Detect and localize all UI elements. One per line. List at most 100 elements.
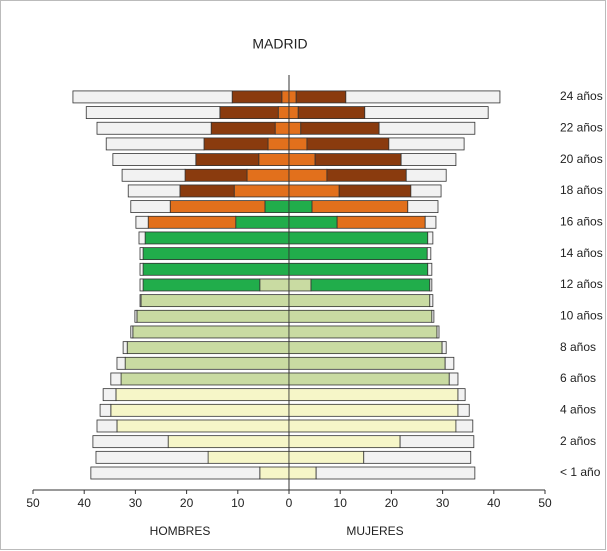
bar-segment (233, 184, 290, 198)
bar-segment (246, 168, 290, 182)
bar-segment (139, 294, 142, 308)
bar-segment (203, 137, 269, 151)
bar-segment (448, 372, 459, 386)
bar-segment (429, 278, 433, 292)
bar-segment (85, 106, 221, 119)
bar-segment (169, 200, 266, 214)
bar-segment (336, 215, 426, 229)
y-tick-label: 2 años (560, 434, 596, 448)
bar-segment (139, 247, 144, 261)
bar-segment (288, 435, 401, 449)
x-tick-label: 10 (231, 496, 245, 510)
bar-segment (135, 215, 149, 229)
bar-segment (134, 309, 138, 323)
bar-segment (310, 278, 431, 292)
bar-segment (72, 90, 233, 104)
bar-segment (130, 325, 134, 339)
bar-segment (126, 341, 290, 355)
bar-segment (363, 450, 472, 464)
bar-segment (235, 215, 290, 229)
y-tick-label: 12 años (560, 277, 603, 291)
bar-segment (179, 184, 235, 198)
bar-segment (338, 184, 412, 198)
y-tick-label: 24 años (560, 89, 603, 103)
bar-segment (288, 309, 433, 323)
bar-segment (258, 153, 290, 167)
bar-segment (288, 278, 312, 292)
bar-segment (399, 435, 475, 449)
bar-segment (426, 247, 432, 261)
bar-segment (121, 168, 186, 182)
bar-segment (424, 215, 437, 229)
bar-segment (167, 435, 290, 449)
bar-segment (112, 153, 197, 167)
bar-segment (288, 90, 297, 104)
bar-segment (441, 341, 447, 355)
y-tick-label: 4 años (560, 402, 596, 416)
bar-segment (210, 121, 276, 135)
bar-segment (259, 278, 290, 292)
bar-segment (96, 121, 212, 135)
bar-segment (288, 215, 338, 229)
bar-segment (184, 168, 248, 182)
bar-segment (457, 403, 470, 417)
bar-segment (110, 372, 122, 386)
bar-segment (288, 262, 429, 276)
bar-segment (259, 466, 290, 480)
bar-segment (288, 325, 438, 339)
y-tick-label: 6 años (560, 371, 596, 385)
bar-segment (364, 106, 489, 119)
bar-segment (139, 278, 144, 292)
bar-segment (219, 106, 279, 119)
bar-segment (231, 90, 283, 104)
bar-segment (142, 262, 290, 276)
bar-segment (138, 231, 146, 245)
bar-segment (147, 215, 237, 229)
bar-segment (288, 168, 328, 182)
bar-segment (142, 278, 261, 292)
x-tick-label: 20 (180, 496, 194, 510)
bar-segment (142, 247, 290, 261)
bar-segment (127, 184, 181, 198)
bar-segment (120, 372, 290, 386)
x-tick-label: 10 (334, 496, 348, 510)
left-label: HOMBRES (150, 524, 211, 538)
bar-segment (90, 466, 261, 480)
bar-segment (274, 121, 290, 135)
bar-segment (110, 403, 290, 417)
x-tick-label: 40 (487, 496, 501, 510)
bar-segment (457, 388, 466, 402)
bar-segment (288, 356, 446, 370)
bar-segment (267, 137, 290, 151)
bar-segment (136, 309, 290, 323)
bar-segment (295, 90, 347, 104)
bar-segment (378, 121, 476, 135)
bar-segment (444, 356, 455, 370)
bar-segment (132, 325, 290, 339)
bar-segment (288, 247, 428, 261)
bar-segment (288, 341, 443, 355)
bar-segment (288, 466, 317, 480)
bar-segment (288, 419, 457, 433)
bar-segment (407, 200, 439, 214)
y-tick-label: 8 años (560, 340, 596, 354)
bar-segment (95, 450, 209, 464)
y-tick-label: 22 años (560, 120, 603, 134)
bar-segment (400, 153, 457, 167)
bar-segment (345, 90, 501, 104)
bar-segment (288, 388, 459, 402)
y-tick-label: < 1 año (560, 465, 601, 479)
bar-segment (288, 153, 316, 167)
bar-segment (288, 450, 365, 464)
bar-segment (315, 466, 476, 480)
y-tick-label: 18 años (560, 183, 603, 197)
bar-segment (116, 356, 126, 370)
bar-segment (431, 309, 435, 323)
bar-segment (195, 153, 260, 167)
bar-segment (124, 356, 290, 370)
bar-segment (115, 388, 290, 402)
chart-title: MADRID (252, 36, 307, 52)
bar-segment (99, 403, 112, 417)
bar-segment (306, 137, 390, 151)
